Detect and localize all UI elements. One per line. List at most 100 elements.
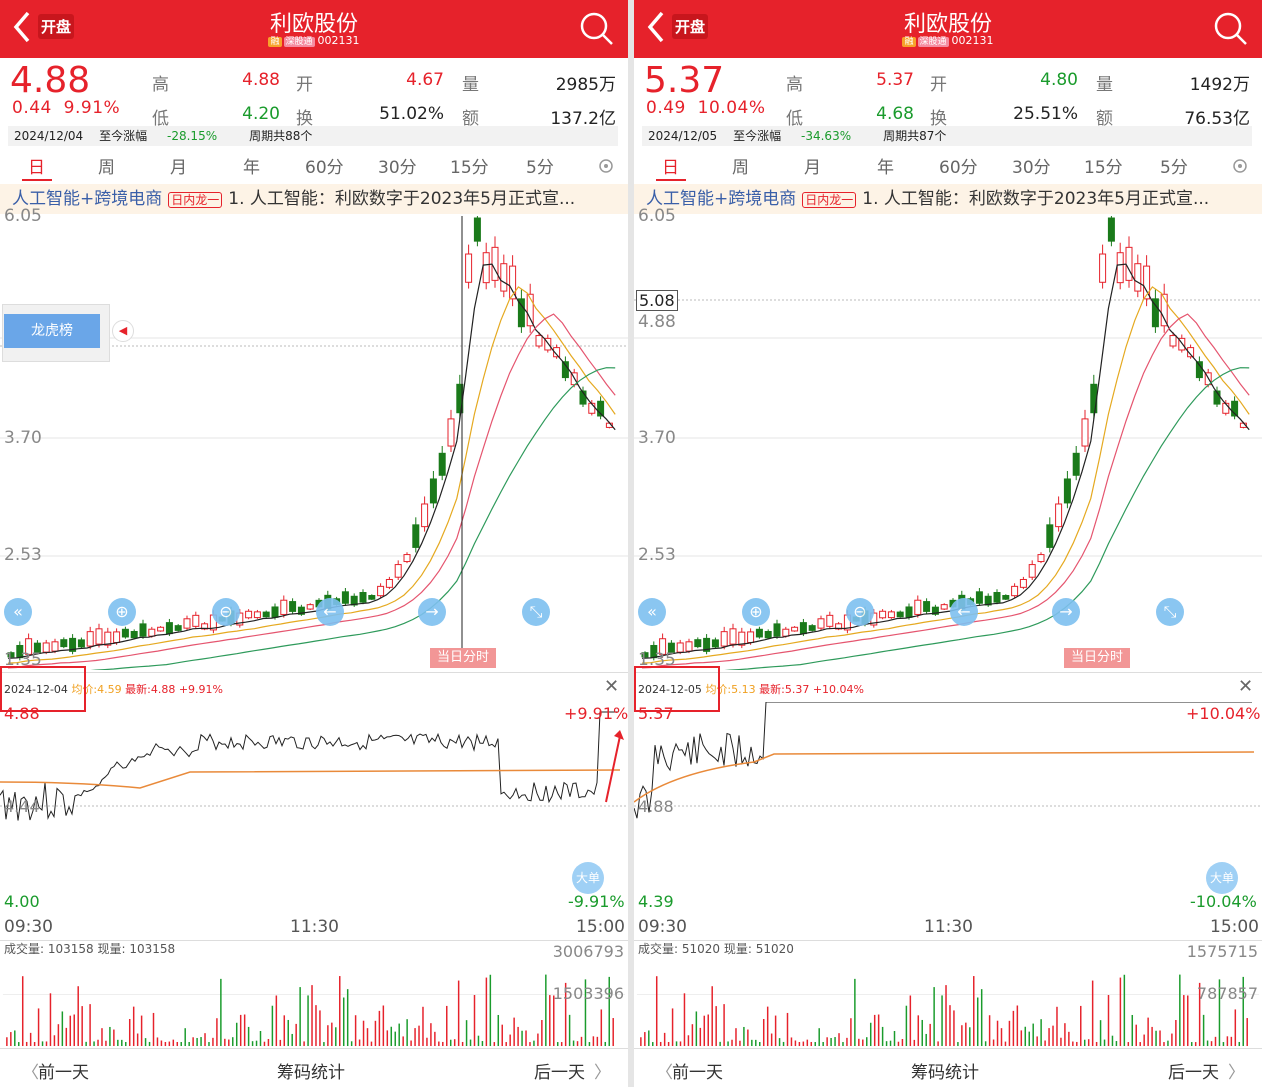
kaipan-badge[interactable]: 开盘 [38,14,75,39]
amount-label: 额 [1096,109,1113,129]
tab-5min[interactable]: 5分 [1160,158,1188,178]
candle [526,293,534,327]
settings-icon[interactable] [598,158,614,174]
chevron-left-icon[interactable]: 〈 [22,1063,39,1083]
kline-chart[interactable] [0,216,628,670]
chevron-left-icon[interactable]: 〈 [656,1063,673,1083]
chip-stats-button[interactable]: 筹码统计 [911,1063,979,1083]
fenshi-tag[interactable]: 当日分时 [1064,648,1130,668]
back-arrow-icon[interactable] [12,10,34,44]
candle [403,554,411,563]
news-banner[interactable]: 人工智能+跨境电商 日内龙一 1. 人工智能：利欧数字于2023年5月正式宣... [0,184,628,214]
tab-day[interactable]: 日 [662,158,679,178]
candle [473,217,481,242]
header-bar: 开盘 利欧股份 融深股通 002131 [634,0,1262,58]
candle [1037,554,1045,563]
price-change: 0.44 9.91% [12,98,121,118]
news-banner[interactable]: 人工智能+跨境电商 日内龙一 1. 人工智能：利欧数字于2023年5月正式宣... [634,184,1262,214]
tab-week[interactable]: 周 [732,158,749,178]
tab-15min[interactable]: 15分 [450,158,489,178]
tab-60min[interactable]: 60分 [939,158,978,178]
kaipan-badge[interactable]: 开盘 [672,14,709,39]
close-icon[interactable]: ✕ [604,676,620,697]
candle [1134,263,1142,292]
settings-icon[interactable] [1232,158,1248,174]
candle [879,610,887,619]
tab-15min[interactable]: 15分 [1084,158,1123,178]
tab-30min[interactable]: 30分 [378,158,417,178]
rewind-icon[interactable]: « [638,598,666,626]
candle [729,628,737,645]
candle [923,601,931,612]
left-arrow-icon[interactable]: ← [316,598,344,626]
turnover-label: 换 [296,109,313,129]
next-day-button[interactable]: 后一天 [534,1063,585,1083]
volume-chart [634,940,1262,1047]
candle [826,614,834,627]
intraday-chart[interactable] [634,702,1262,914]
tab-year[interactable]: 年 [243,158,260,178]
open-label: 开 [296,75,313,95]
candle [773,623,781,637]
low-value: 4.68 [876,104,914,124]
volume-max: 3006793 [552,942,624,961]
fullscreen-icon[interactable]: ⤡ [522,598,550,626]
y-tick: 1.35 [638,650,676,670]
kline-chart[interactable] [634,216,1262,670]
zoom-in-icon[interactable]: ⊕ [108,598,136,626]
open-label: 开 [930,75,947,95]
turnover-value: 51.02% [379,104,444,124]
volume-max: 1575715 [1186,942,1258,961]
dadan-button[interactable]: 大单 [1206,862,1238,894]
zoom-out-icon[interactable]: ⊖ [212,598,240,626]
lhb-button[interactable]: 龙虎榜 [4,314,100,348]
fenshi-tag[interactable]: 当日分时 [430,648,496,668]
candle [447,418,455,447]
candle [1019,578,1027,588]
y-tick: 2.53 [638,545,676,565]
back-arrow-icon[interactable] [646,10,668,44]
tab-30min[interactable]: 30分 [1012,158,1051,178]
header-bar: 开盘 利欧股份 融深股通 002131 [0,0,628,58]
rewind-icon[interactable]: « [4,598,32,626]
amount-value: 137.2亿 [550,109,616,129]
collapse-icon[interactable]: ◀ [112,320,134,342]
next-day-button[interactable]: 后一天 [1168,1063,1219,1083]
zoom-in-icon[interactable]: ⊕ [742,598,770,626]
tab-week[interactable]: 周 [98,158,115,178]
dadan-button[interactable]: 大单 [572,862,604,894]
tab-year[interactable]: 年 [877,158,894,178]
tab-indicator [22,179,52,181]
prev-day-button[interactable]: 前一天 [38,1063,89,1083]
search-icon[interactable] [576,8,616,48]
high-value: 4.88 [242,70,280,90]
candle [192,614,200,627]
zoom-out-icon[interactable]: ⊖ [846,598,874,626]
chip-stats-button[interactable]: 筹码统计 [277,1063,345,1083]
turnover-value: 25.51% [1013,104,1078,124]
tab-month[interactable]: 月 [804,158,821,178]
chevron-right-icon[interactable]: 〉 [1228,1063,1245,1083]
tab-5min[interactable]: 5分 [526,158,554,178]
period-tabs: 日 周 月 年 60分 30分 15分 5分 [0,150,628,181]
chevron-right-icon[interactable]: 〉 [594,1063,611,1083]
intraday-chart[interactable] [0,702,628,914]
right-arrow-icon[interactable]: → [418,598,446,626]
candle [711,639,719,648]
prev-day-button[interactable]: 前一天 [672,1063,723,1083]
left-arrow-icon[interactable]: ← [950,598,978,626]
candle [1090,383,1098,414]
intraday-bottom-pct: -9.91% [568,892,625,911]
search-icon[interactable] [1210,8,1250,48]
tab-60min[interactable]: 60分 [305,158,344,178]
fullscreen-icon[interactable]: ⤡ [1156,598,1184,626]
high-value: 5.37 [876,70,914,90]
right-arrow-icon[interactable]: → [1052,598,1080,626]
close-icon[interactable]: ✕ [1238,676,1254,697]
tab-month[interactable]: 月 [170,158,187,178]
tab-day[interactable]: 日 [28,158,45,178]
time-close: 15:00 [1210,917,1259,937]
candle [975,591,983,604]
intraday-mid: 4.44 [4,797,40,816]
candle [553,347,561,358]
